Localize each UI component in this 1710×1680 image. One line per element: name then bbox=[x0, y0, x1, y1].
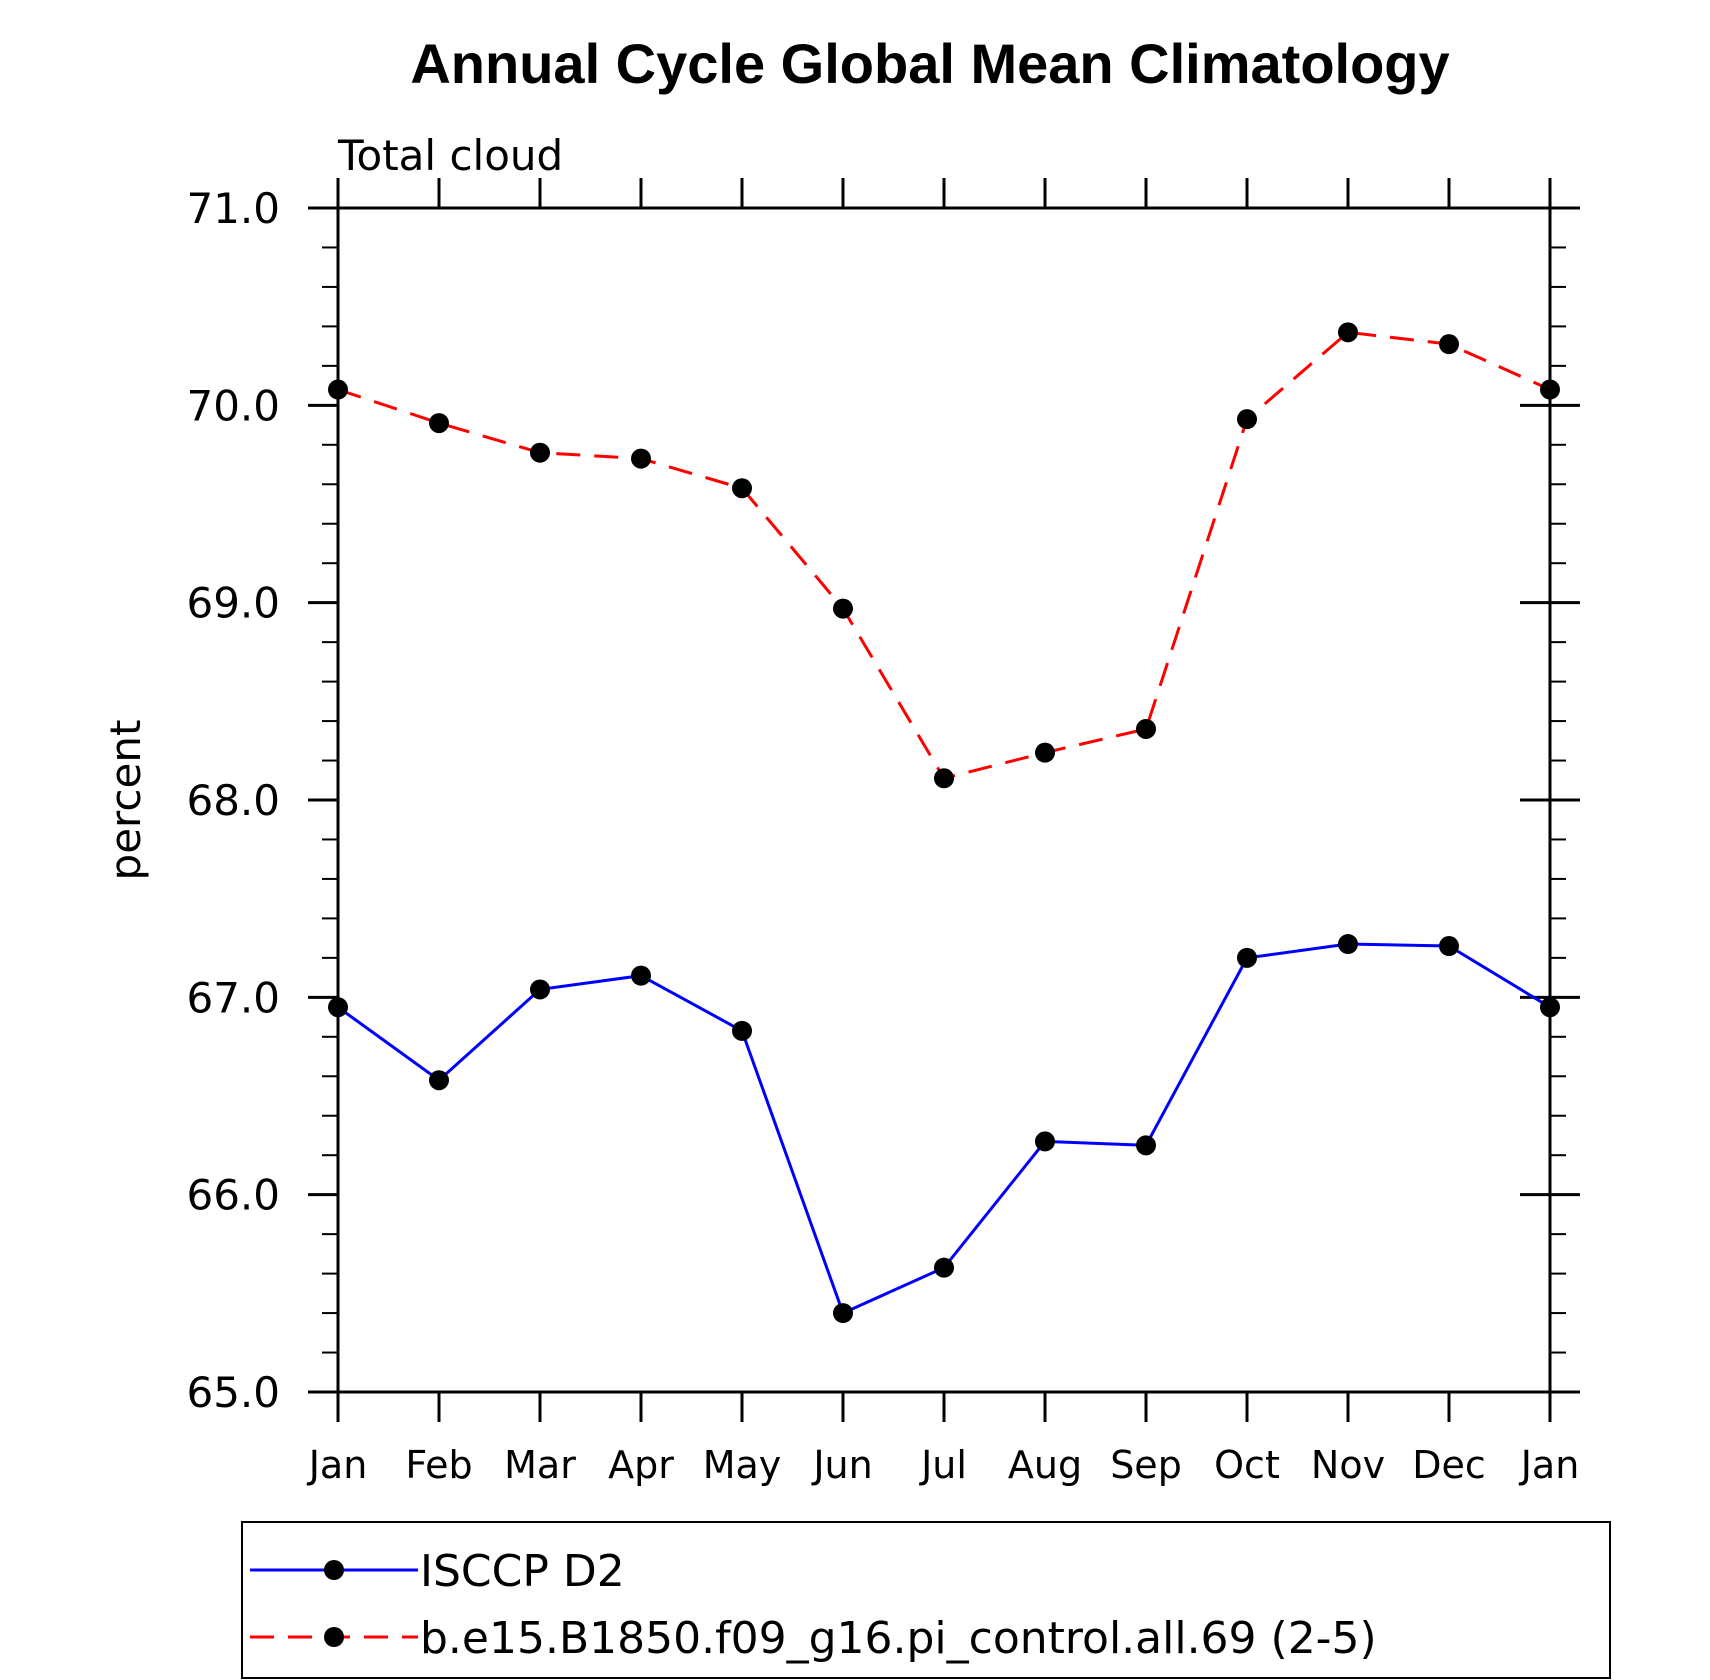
data-point bbox=[328, 379, 348, 400]
legend-marker bbox=[324, 1627, 344, 1647]
x-tick-label: Oct bbox=[1214, 1443, 1280, 1487]
axes: 65.0 66.0 67.0 68.0 69.0 70.0 71.0 Jan Feb Mar Apr… bbox=[186, 178, 1580, 1487]
data-point bbox=[934, 768, 954, 789]
y-tick-label: 71.0 bbox=[186, 184, 280, 233]
data-point bbox=[1035, 1131, 1055, 1152]
x-tick-label: Jan bbox=[307, 1443, 368, 1487]
data-point bbox=[1439, 334, 1459, 355]
data-point bbox=[1540, 379, 1560, 400]
y-tick-label: 67.0 bbox=[186, 973, 280, 1022]
x-tick-label: Jun bbox=[811, 1443, 872, 1487]
data-point bbox=[1035, 742, 1055, 763]
x-tick-label: Nov bbox=[1311, 1443, 1385, 1487]
data-point bbox=[934, 1257, 954, 1278]
data-point bbox=[328, 997, 348, 1018]
data-point bbox=[1540, 997, 1560, 1018]
plot-frame bbox=[336, 206, 1552, 1394]
x-tick-label: Aug bbox=[1008, 1443, 1082, 1487]
legend-label-2: b.e15.B1850.f09_g16.pi_control.all.69 (2… bbox=[420, 1613, 1377, 1664]
data-point bbox=[1237, 409, 1257, 430]
data-point bbox=[833, 598, 853, 619]
legend-box bbox=[241, 1521, 1611, 1679]
data-point bbox=[631, 448, 651, 469]
x-tick-label: May bbox=[703, 1443, 782, 1487]
y-tick-label: 69.0 bbox=[186, 579, 280, 628]
legend-marker bbox=[324, 1560, 344, 1580]
data-point bbox=[429, 413, 449, 434]
x-tick-label: Jan bbox=[1519, 1443, 1580, 1487]
data-point bbox=[530, 979, 550, 1000]
chart-title: Annual Cycle Global Mean Climatology bbox=[410, 32, 1449, 95]
x-tick-label: Dec bbox=[1412, 1443, 1486, 1487]
series-layer bbox=[328, 322, 1560, 1324]
legend-label-1: ISCCP D2 bbox=[420, 1546, 625, 1597]
y-tick-label: 68.0 bbox=[186, 776, 280, 825]
data-point bbox=[1136, 718, 1156, 739]
data-point bbox=[732, 478, 752, 499]
x-tick-label: Sep bbox=[1110, 1443, 1182, 1487]
legend: ISCCP D2 b.e15.B1850.f09_g16.pi_control.a… bbox=[241, 1521, 1611, 1679]
y-tick-label: 65.0 bbox=[186, 1368, 280, 1417]
data-point bbox=[1338, 322, 1358, 343]
data-point bbox=[530, 442, 550, 463]
data-point bbox=[1237, 947, 1257, 968]
x-tick-label: Mar bbox=[504, 1443, 576, 1487]
chart-subtitle: Total cloud bbox=[337, 131, 563, 180]
y-tick-label: 70.0 bbox=[186, 381, 280, 430]
data-point bbox=[1338, 934, 1358, 955]
series-line-2 bbox=[337, 330, 1551, 781]
data-point bbox=[833, 1303, 853, 1324]
x-tick-label: Feb bbox=[405, 1443, 472, 1487]
data-point bbox=[429, 1070, 449, 1091]
x-tick-label: Jul bbox=[919, 1443, 967, 1487]
y-axis-label: percent bbox=[101, 720, 150, 881]
data-point bbox=[732, 1020, 752, 1041]
data-point bbox=[1136, 1135, 1156, 1156]
data-point bbox=[631, 965, 651, 986]
data-point bbox=[1439, 936, 1459, 957]
x-tick-label: Apr bbox=[608, 1443, 674, 1487]
y-tick-label: 66.0 bbox=[186, 1171, 280, 1220]
